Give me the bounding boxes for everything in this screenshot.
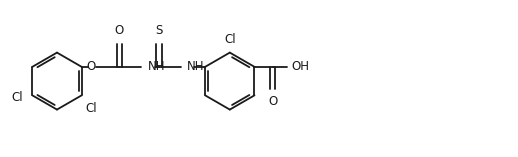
Text: OH: OH	[291, 60, 309, 73]
Text: NH: NH	[188, 60, 205, 73]
Text: O: O	[115, 24, 124, 37]
Text: Cl: Cl	[224, 33, 236, 46]
Text: O: O	[87, 60, 96, 73]
Text: NH: NH	[148, 60, 165, 73]
Text: Cl: Cl	[86, 102, 97, 115]
Text: Cl: Cl	[11, 91, 23, 104]
Text: S: S	[155, 24, 163, 37]
Text: O: O	[268, 95, 277, 108]
